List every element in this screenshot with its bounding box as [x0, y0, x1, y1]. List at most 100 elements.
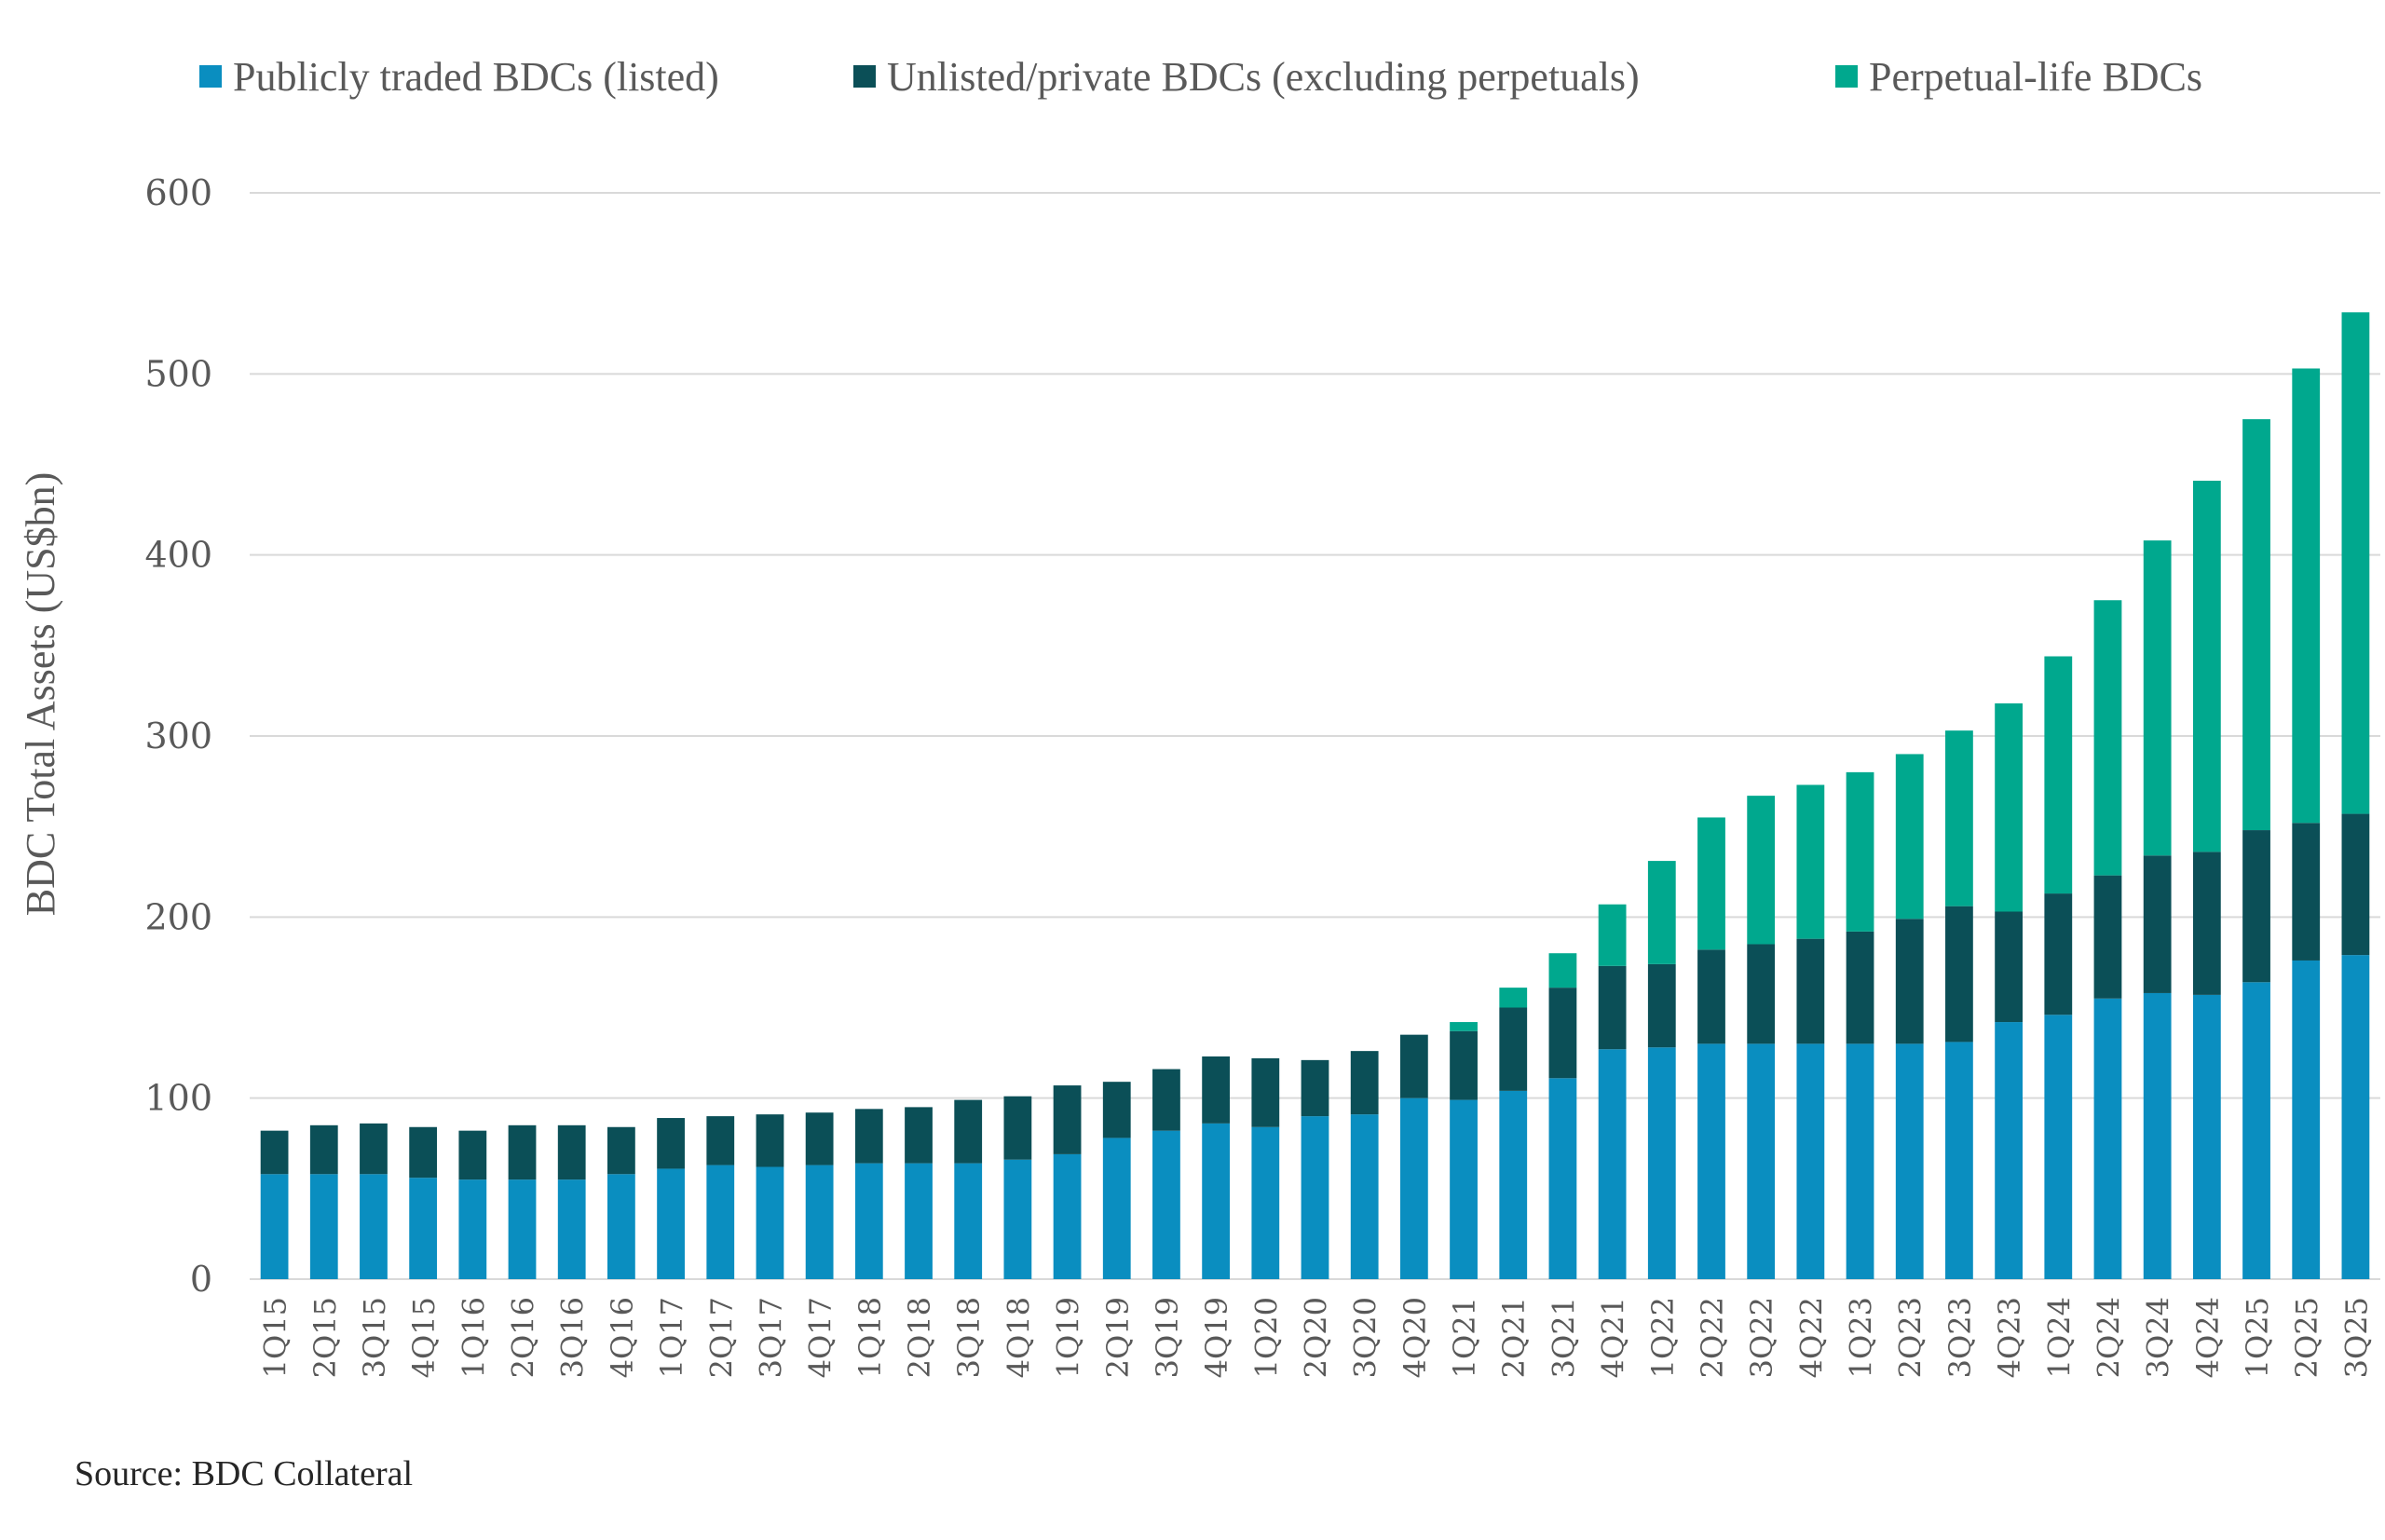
x-tick-label: 1Q25: [2240, 1297, 2275, 1378]
bar-segment-listed-3Q23: [1945, 1042, 1973, 1279]
bar-segment-unlisted-4Q22: [1796, 938, 1825, 1044]
bar-segment-listed-1Q16: [458, 1179, 487, 1279]
bar-segment-perpetual-4Q23: [1995, 703, 2023, 912]
bar-segment-unlisted-1Q21: [1450, 1030, 1478, 1100]
legend-swatch-unlisted: [853, 65, 876, 88]
x-tick-label: 4Q19: [1199, 1297, 1234, 1378]
bar-segment-perpetual-4Q24: [2192, 480, 2221, 852]
x-tick-label: 3Q19: [1150, 1297, 1185, 1378]
bar-segment-unlisted-3Q18: [954, 1099, 983, 1164]
x-tick-label: 3Q17: [753, 1297, 788, 1378]
y-tick-label: 100: [144, 1078, 212, 1119]
x-tick-label: 3Q23: [1942, 1297, 1978, 1378]
bar-segment-unlisted-3Q21: [1548, 988, 1577, 1079]
x-tick-label: 3Q18: [951, 1297, 987, 1378]
x-tick-label: 2Q19: [1100, 1297, 1136, 1378]
x-tick-label: 2Q25: [2289, 1297, 2324, 1378]
bar-segment-listed-3Q15: [360, 1174, 388, 1279]
x-tick-label: 1Q24: [2041, 1297, 2077, 1378]
bar-segment-listed-4Q23: [1995, 1022, 2023, 1279]
bar-segment-listed-2Q22: [1697, 1043, 1725, 1279]
bar-segment-listed-2Q17: [706, 1165, 735, 1279]
x-tick-label: 2Q24: [2091, 1297, 2126, 1378]
x-tick-label: 2Q21: [1496, 1297, 1532, 1378]
bar-segment-listed-1Q22: [1647, 1047, 1676, 1279]
bar-segment-perpetual-2Q21: [1499, 988, 1528, 1008]
bar-segment-listed-1Q21: [1450, 1099, 1478, 1279]
x-tick-label: 1Q18: [852, 1297, 888, 1378]
legend-item-perpetual: Perpetual-life BDCs: [1835, 48, 2202, 104]
x-tick-label: 1Q15: [258, 1297, 293, 1378]
bar-segment-unlisted-2Q24: [2093, 875, 2122, 999]
bar-segment-unlisted-2Q16: [508, 1124, 537, 1180]
x-tick-label: 2Q20: [1299, 1297, 1334, 1378]
x-tick-label: 4Q16: [605, 1297, 640, 1378]
bar-segment-listed-4Q17: [805, 1165, 834, 1279]
bar-segment-unlisted-3Q20: [1350, 1051, 1379, 1115]
bar-segment-unlisted-4Q19: [1202, 1056, 1231, 1124]
chart-legend: Publicly traded BDCs (listed) Unlisted/p…: [0, 48, 2385, 104]
x-tick-label: 2Q15: [307, 1297, 343, 1378]
x-tick-label: 1Q16: [456, 1297, 491, 1378]
x-tick-label: 4Q21: [1596, 1297, 1631, 1378]
x-tick-label: 3Q25: [2338, 1297, 2374, 1378]
bar-segment-unlisted-4Q21: [1598, 965, 1627, 1050]
bar-segment-listed-3Q21: [1548, 1078, 1577, 1279]
x-tick-label: 1Q19: [1051, 1297, 1086, 1378]
bar-segment-listed-1Q24: [2044, 1015, 2073, 1279]
bar-segment-perpetual-3Q21: [1548, 953, 1577, 988]
x-tick-label: 1Q17: [654, 1297, 689, 1378]
x-tick-label: 4Q22: [1793, 1297, 1829, 1378]
bar-segment-perpetual-2Q22: [1697, 817, 1725, 950]
bar-segment-listed-4Q18: [1003, 1159, 1032, 1279]
bar-segment-perpetual-3Q24: [2143, 540, 2172, 856]
legend-label-listed: Publicly traded BDCs (listed): [233, 53, 719, 100]
source-note: Source: BDC Collateral: [75, 1454, 414, 1493]
bar-segment-unlisted-2Q18: [905, 1107, 933, 1164]
bar-segment-unlisted-3Q16: [557, 1124, 586, 1180]
bar-segment-perpetual-1Q23: [1846, 771, 1874, 932]
x-tick-label: 3Q21: [1546, 1297, 1581, 1378]
y-tick-label: 300: [144, 715, 212, 756]
bar-segment-unlisted-2Q25: [2292, 823, 2321, 961]
bar-segment-unlisted-1Q18: [854, 1109, 883, 1164]
bar-segment-perpetual-2Q25: [2292, 368, 2321, 824]
x-tick-label: 2Q18: [902, 1297, 937, 1378]
x-tick-label: 4Q17: [803, 1297, 838, 1378]
bar-segment-unlisted-1Q24: [2044, 893, 2073, 1015]
bar-segment-unlisted-4Q24: [2192, 852, 2221, 995]
bar-segment-unlisted-1Q23: [1846, 931, 1874, 1044]
x-axis-ticks: 1Q15 2Q15 3Q15 4Q15 1Q16 2Q16 3Q16 4Q16 1Q17 2Q17…: [258, 1297, 2375, 1378]
x-tick-label: 3Q24: [2141, 1297, 2176, 1378]
bar-segment-listed-1Q18: [854, 1163, 883, 1279]
bar-segment-perpetual-3Q25: [2341, 312, 2370, 814]
x-tick-label: 2Q17: [703, 1297, 739, 1378]
bar-segment-unlisted-2Q20: [1301, 1059, 1329, 1117]
bar-segment-listed-3Q20: [1350, 1114, 1379, 1279]
bar-segment-listed-4Q16: [607, 1174, 635, 1279]
bar-segment-listed-2Q16: [508, 1179, 537, 1279]
legend-swatch-listed: [199, 65, 222, 88]
bar-segment-listed-2Q21: [1499, 1090, 1528, 1279]
y-axis-title: BDC Total Assets (US$bn): [18, 472, 63, 916]
x-tick-label: 3Q20: [1348, 1297, 1383, 1378]
bar-segment-listed-1Q25: [2242, 982, 2270, 1279]
bar-segment-listed-4Q22: [1796, 1043, 1825, 1279]
x-tick-label: 1Q20: [1248, 1297, 1284, 1378]
x-tick-label: 2Q16: [506, 1297, 541, 1378]
bar-segment-listed-2Q23: [1895, 1043, 1924, 1279]
bars: [260, 312, 2370, 1279]
bar-segment-perpetual-4Q21: [1598, 904, 1627, 966]
y-tick-label: 400: [144, 535, 212, 576]
bar-segment-listed-3Q16: [557, 1179, 586, 1279]
bar-segment-listed-2Q19: [1102, 1138, 1131, 1279]
x-tick-label: 4Q23: [1992, 1297, 2027, 1378]
bar-segment-perpetual-1Q22: [1647, 861, 1676, 964]
bar-segment-listed-4Q20: [1399, 1097, 1428, 1279]
bar-segment-unlisted-4Q20: [1399, 1034, 1428, 1098]
bar-segment-listed-3Q22: [1747, 1043, 1776, 1279]
bar-segment-listed-2Q18: [905, 1163, 933, 1279]
x-tick-label: 2Q23: [1893, 1297, 1928, 1378]
bar-segment-listed-4Q15: [409, 1178, 438, 1279]
